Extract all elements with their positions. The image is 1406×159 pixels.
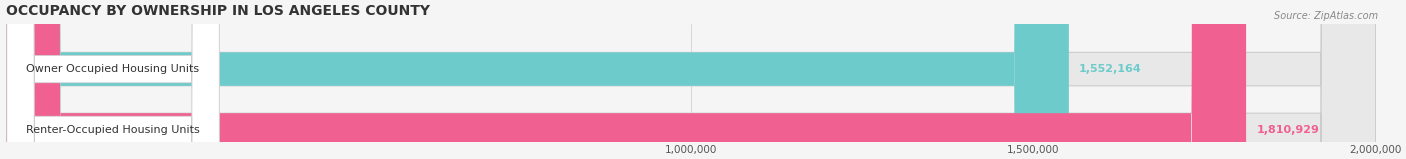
Text: Source: ZipAtlas.com: Source: ZipAtlas.com: [1274, 11, 1378, 21]
Text: OCCUPANCY BY OWNERSHIP IN LOS ANGELES COUNTY: OCCUPANCY BY OWNERSHIP IN LOS ANGELES CO…: [6, 4, 429, 18]
Text: Owner Occupied Housing Units: Owner Occupied Housing Units: [27, 64, 200, 74]
FancyBboxPatch shape: [6, 0, 1069, 159]
FancyBboxPatch shape: [6, 0, 1375, 159]
FancyBboxPatch shape: [7, 0, 219, 159]
FancyBboxPatch shape: [7, 0, 219, 159]
Text: 1,552,164: 1,552,164: [1080, 64, 1142, 74]
FancyBboxPatch shape: [6, 0, 1246, 159]
Text: 1,810,929: 1,810,929: [1257, 125, 1319, 135]
Text: Renter-Occupied Housing Units: Renter-Occupied Housing Units: [27, 125, 200, 135]
FancyBboxPatch shape: [6, 0, 1375, 159]
